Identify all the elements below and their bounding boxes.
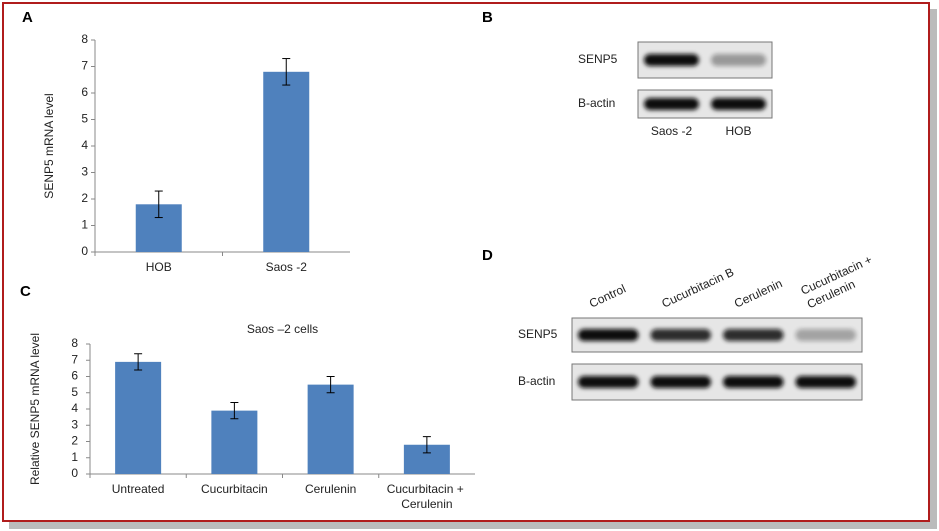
blot-band: [723, 376, 784, 388]
blot-row-label: SENP5: [578, 52, 618, 66]
panel-label: A: [22, 9, 33, 26]
x-tick-label: Cerulenin: [305, 482, 356, 496]
bar: [307, 384, 354, 474]
error-bar: [326, 376, 335, 394]
blot-band: [711, 54, 766, 66]
blot-row-label: B-actin: [578, 96, 615, 110]
blot-row-label: SENP5: [518, 327, 558, 341]
blot-lane-label: Saos -2: [651, 124, 693, 138]
blot-band: [644, 54, 699, 66]
y-tick-label: 0: [81, 244, 88, 258]
y-tick-label: 2: [81, 191, 88, 205]
blot-band: [711, 98, 766, 110]
y-tick-label: 5: [81, 112, 88, 126]
bar: [115, 361, 162, 474]
panel-label: D: [482, 247, 493, 264]
y-axis-label: SENP5 mRNA level: [42, 93, 56, 198]
error-bar: [154, 190, 163, 219]
blot-band: [723, 329, 784, 341]
y-tick-label: 2: [71, 434, 78, 448]
bar: [211, 410, 258, 474]
y-tick-label: 4: [81, 138, 88, 152]
blot-band: [644, 98, 699, 110]
y-tick-label: 4: [71, 401, 78, 415]
error-bar: [134, 353, 143, 371]
blot-band: [650, 329, 711, 341]
blot-band: [795, 329, 856, 341]
blot-band: [578, 329, 639, 341]
x-tick-label: Cucurbitacin: [201, 482, 268, 496]
x-tick-label: Cucurbitacin + Cerulenin: [387, 482, 467, 511]
y-tick-label: 7: [81, 59, 88, 73]
blot-band: [578, 376, 639, 388]
chart-title: Saos –2 cells: [247, 322, 318, 336]
y-tick-label: 1: [81, 218, 88, 232]
y-axis-label: Relative SENP5 mRNA level: [28, 333, 42, 485]
x-tick-label: HOB: [146, 260, 172, 274]
error-bar: [422, 436, 431, 454]
y-tick-label: 8: [81, 32, 88, 46]
x-tick-label: Untreated: [112, 482, 165, 496]
error-bar: [282, 58, 291, 86]
blot-band: [650, 376, 711, 388]
y-tick-label: 6: [71, 369, 78, 383]
blot-row-label: B-actin: [518, 374, 555, 388]
y-tick-label: 5: [71, 385, 78, 399]
y-tick-label: 8: [71, 336, 78, 350]
y-tick-label: 3: [71, 417, 78, 431]
x-tick-label: Saos -2: [266, 260, 308, 274]
blot-lane-label: HOB: [725, 124, 751, 138]
y-tick-label: 3: [81, 165, 88, 179]
bar: [263, 71, 310, 252]
panel-label: B: [482, 9, 493, 26]
y-tick-label: 1: [71, 450, 78, 464]
panel-label: C: [20, 283, 31, 300]
error-bar: [230, 402, 239, 420]
y-tick-label: 0: [71, 466, 78, 480]
blot-band: [795, 376, 856, 388]
y-tick-label: 6: [81, 85, 88, 99]
y-tick-label: 7: [71, 352, 78, 366]
